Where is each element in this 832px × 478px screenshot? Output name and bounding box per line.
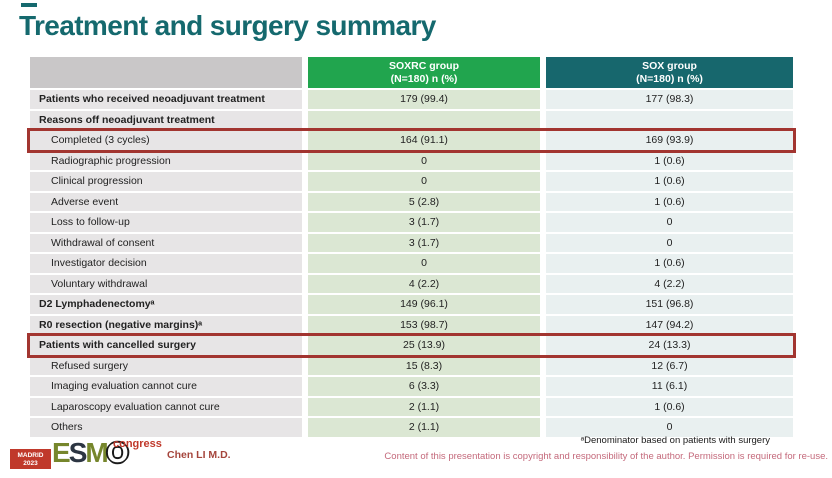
esmo-letter-m: M	[85, 437, 108, 468]
table-row: Adverse event 5 (2.8) 1 (0.6)	[30, 192, 793, 211]
table-row: Laparoscopy evaluation cannot cure 2 (1.1…	[30, 397, 793, 416]
soxrc-value: 5 (2.8)	[308, 192, 540, 211]
row-label: Completed (3 cycles)	[30, 131, 302, 150]
esmo-letter-s: S	[68, 437, 88, 468]
row-label: Imaging evaluation cannot cure	[30, 377, 302, 396]
table-header-row: SOXRC group (N=180) n (%) SOX group (N=1…	[30, 57, 793, 88]
sox-value	[546, 110, 793, 129]
esmo-letter-e: E	[52, 437, 71, 468]
soxrc-value: 179 (99.4)	[308, 90, 540, 109]
sox-group-sub: (N=180) n (%)	[636, 72, 703, 85]
row-label: Others	[30, 418, 302, 437]
summary-table: SOXRC group (N=180) n (%) SOX group (N=1…	[27, 57, 796, 439]
sox-value: 1 (0.6)	[546, 397, 793, 416]
table-row: Radiographic progression 0 1 (0.6)	[30, 151, 793, 170]
soxrc-value: 149 (96.1)	[308, 295, 540, 314]
table-row: Investigator decision 0 1 (0.6)	[30, 254, 793, 273]
soxrc-group-name: SOXRC group	[389, 59, 459, 72]
row-label: D2 Lymphadenectomyᵃ	[30, 295, 302, 314]
soxrc-value: 25 (13.9)	[308, 336, 540, 355]
soxrc-value: 3 (1.7)	[308, 213, 540, 232]
row-label: Refused surgery	[30, 356, 302, 375]
soxrc-value: 4 (2.2)	[308, 274, 540, 293]
row-label: Voluntary withdrawal	[30, 274, 302, 293]
table-row: Patients with cancelled surgery 25 (13.9)…	[27, 333, 796, 358]
denominator-footnote: ᵃDenominator based on patients with surg…	[580, 435, 770, 446]
slide-accent-dash	[21, 3, 37, 7]
table-row: Reasons off neoadjuvant treatment	[30, 110, 793, 129]
sox-value: 1 (0.6)	[546, 172, 793, 191]
soxrc-group-sub: (N=180) n (%)	[390, 72, 458, 85]
soxrc-value: 153 (98.7)	[308, 315, 540, 334]
table-body: Patients who received neoadjuvant treatm…	[27, 90, 796, 437]
soxrc-value: 2 (1.1)	[308, 397, 540, 416]
soxrc-value: 2 (1.1)	[308, 418, 540, 437]
page-title: Treatment and surgery summary	[19, 10, 436, 41]
table-row: Withdrawal of consent 3 (1.7) 0	[30, 233, 793, 252]
soxrc-value: 0	[308, 172, 540, 191]
sox-value: 151 (96.8)	[546, 295, 793, 314]
sox-value: 1 (0.6)	[546, 151, 793, 170]
sox-value: 11 (6.1)	[546, 377, 793, 396]
table-row: Completed (3 cycles) 164 (91.1) 169 (93.9)	[27, 128, 796, 153]
soxrc-value: 164 (91.1)	[308, 131, 540, 150]
table-row: Loss to follow-up 3 (1.7) 0	[30, 213, 793, 232]
esmo-logo-letters: ESMO	[52, 437, 129, 469]
soxrc-value: 15 (8.3)	[308, 356, 540, 375]
soxrc-value: 6 (3.3)	[308, 377, 540, 396]
table-row: Voluntary withdrawal 4 (2.2) 4 (2.2)	[30, 274, 793, 293]
soxrc-group-header: SOXRC group (N=180) n (%)	[308, 57, 540, 88]
sox-value: 12 (6.7)	[546, 356, 793, 375]
table-row: R0 resection (negative margins)ᵃ 153 (98.…	[30, 315, 793, 334]
sox-value: 0	[546, 213, 793, 232]
soxrc-value	[308, 110, 540, 129]
row-label: Patients who received neoadjuvant treatm…	[30, 90, 302, 109]
sox-value: 1 (0.6)	[546, 254, 793, 273]
table-row: Others 2 (1.1) 0	[30, 418, 793, 437]
corner-header-cell	[30, 57, 302, 88]
sox-value: 4 (2.2)	[546, 274, 793, 293]
sox-value: 1 (0.6)	[546, 192, 793, 211]
sox-group-name: SOX group	[642, 59, 697, 72]
copyright-notice: Content of this presentation is copyrigh…	[384, 451, 828, 462]
esmo-congress-logo: MADRID 2023 ESMO congress	[10, 437, 170, 475]
table-row: Imaging evaluation cannot cure 6 (3.3) 11 …	[30, 377, 793, 396]
sox-group-header: SOX group (N=180) n (%)	[546, 57, 793, 88]
sox-value: 0	[546, 418, 793, 437]
row-label: Radiographic progression	[30, 151, 302, 170]
row-label: Reasons off neoadjuvant treatment	[30, 110, 302, 129]
row-label: Laparoscopy evaluation cannot cure	[30, 397, 302, 416]
table-row: D2 Lymphadenectomyᵃ 149 (96.1) 151 (96.8)	[30, 295, 793, 314]
sox-value: 0	[546, 233, 793, 252]
sox-value: 24 (13.3)	[546, 336, 793, 355]
soxrc-value: 0	[308, 254, 540, 273]
table-row: Refused surgery 15 (8.3) 12 (6.7)	[30, 356, 793, 375]
row-label: Adverse event	[30, 192, 302, 211]
row-label: R0 resection (negative margins)ᵃ	[30, 315, 302, 334]
table-row: Clinical progression 0 1 (0.6)	[30, 172, 793, 191]
row-label: Investigator decision	[30, 254, 302, 273]
author-name: Chen LI M.D.	[167, 449, 231, 461]
row-label: Loss to follow-up	[30, 213, 302, 232]
esmo-letter-o: O	[106, 437, 129, 468]
sox-value: 147 (94.2)	[546, 315, 793, 334]
year-label: 2023	[23, 460, 38, 467]
madrid-label: MADRID	[17, 452, 44, 459]
sox-value: 169 (93.9)	[546, 131, 793, 150]
row-label: Patients with cancelled surgery	[30, 336, 302, 355]
madrid-2023-badge: MADRID 2023	[10, 449, 51, 469]
row-label: Clinical progression	[30, 172, 302, 191]
sox-value: 177 (98.3)	[546, 90, 793, 109]
congress-label: congress	[113, 438, 162, 450]
soxrc-value: 3 (1.7)	[308, 233, 540, 252]
table-row: Patients who received neoadjuvant treatm…	[30, 90, 793, 109]
soxrc-value: 0	[308, 151, 540, 170]
row-label: Withdrawal of consent	[30, 233, 302, 252]
